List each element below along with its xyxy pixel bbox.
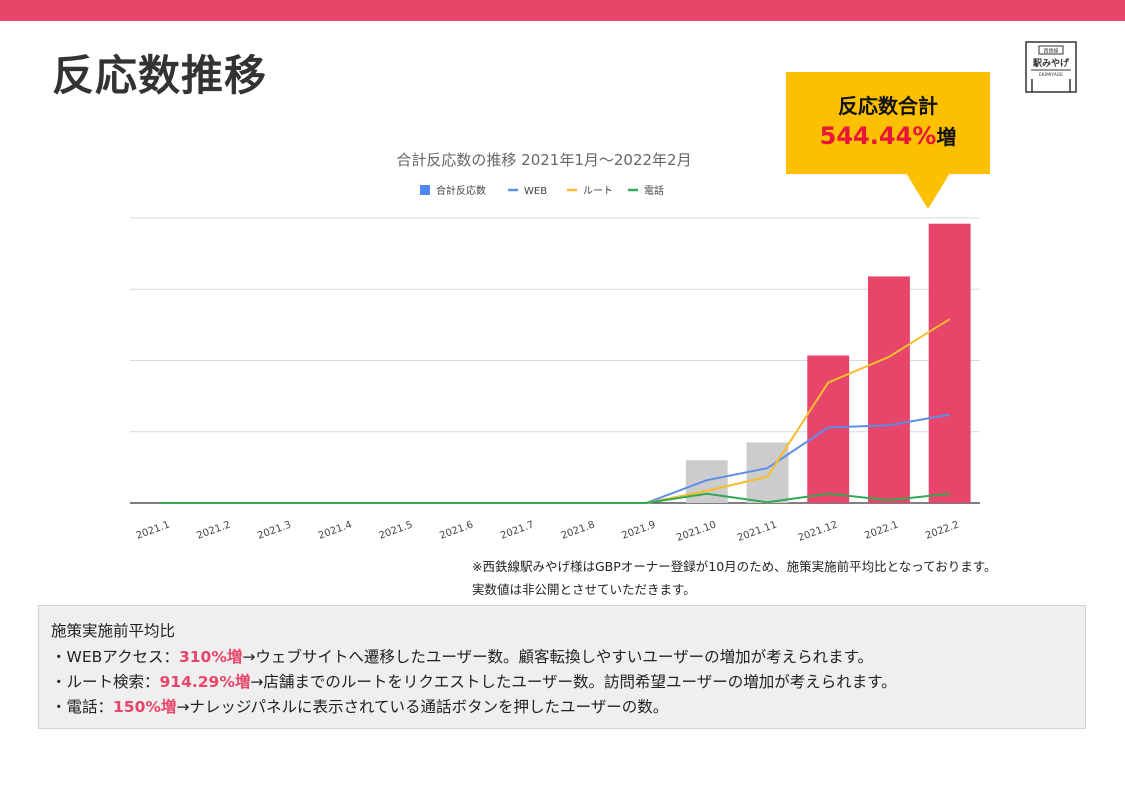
line-series-電話: [160, 492, 950, 504]
summary-value: 310%増: [178, 648, 243, 666]
summary-desc: →ナレッジパネルに表示されている通話ボタンを押したユーザーの数。: [176, 698, 669, 716]
footnote-1: ※西鉄線駅みやげ様はGBPオーナー登録が10月のため、施策実施前平均比となってお…: [472, 559, 997, 574]
x-tick-label: 2021.9: [620, 519, 657, 541]
x-tick-label: 2021.1: [135, 519, 172, 541]
x-tick-label: 2021.7: [499, 519, 536, 541]
x-tick-label: 2021.8: [560, 519, 597, 541]
summary-item-web: ・WEBアクセス：310%増→ウェブサイトへ遷移したユーザー数。顧客転換しやすい…: [51, 645, 873, 667]
logo-sub-text: EKIMIYAGE: [1039, 72, 1063, 78]
legend-label: WEB: [524, 186, 547, 197]
summary-label: ・電話：: [51, 698, 114, 716]
legend-label: 合計反応数: [436, 184, 486, 197]
reaction-trend-chart: 合計反応数の推移 2021年1月～2022年2月 合計反応数 WEB ルート 電話 2…: [130, 151, 980, 544]
summary-title: 施策実施前平均比: [51, 622, 176, 640]
summary-desc: →ウェブサイトへ遷移したユーザー数。顧客転換しやすいユーザーの増加が考えられます…: [242, 648, 874, 666]
chart-x-ticks: 2021.1 2021.2 2021.3 2021.4 2021.5 2021.6 2021…: [135, 519, 961, 543]
footnote-2: 実数値は非公開とさせていただきます。: [472, 582, 696, 597]
summary-label: ・ルート検索：: [51, 673, 160, 691]
x-tick-label: 2022.2: [924, 519, 961, 541]
summary-item-route: ・ルート検索：914.29%増→店舗までのルートをリクエストしたユーザー数。訪問…: [51, 670, 897, 692]
bar-2022.1: [867, 276, 910, 503]
total-reaction-callout: 反応数合計 544.44%増: [786, 72, 990, 174]
callout-percent: 544.44%: [819, 122, 937, 150]
x-tick-label: 2021.2: [195, 519, 232, 541]
top-accent-bar: [0, 0, 1125, 21]
legend-label: 電話: [644, 184, 664, 197]
x-tick-label: 2021.6: [438, 519, 475, 541]
summary-value: 150%増: [113, 698, 177, 716]
chart-lines: [160, 318, 951, 504]
chart-title: 合計反応数の推移 2021年1月～2022年2月: [396, 151, 691, 169]
x-tick-label: 2021.12: [797, 519, 840, 543]
x-tick-label: 2021.5: [378, 519, 415, 541]
summary-desc: →店舗までのルートをリクエストしたユーザー数。訪問希望ユーザーの増加が考えられま…: [250, 673, 897, 691]
x-tick-label: 2021.10: [675, 519, 718, 543]
callout-title: 反応数合計: [838, 94, 938, 118]
summary-box: 施策実施前平均比 ・WEBアクセス：310%増→ウェブサイトへ遷移したユーザー数…: [38, 605, 1086, 729]
bar-2021.12: [807, 355, 850, 503]
chart-gridlines: [130, 217, 980, 504]
page-title: 反応数推移: [52, 51, 268, 100]
callout-suffix: 増: [936, 125, 957, 149]
x-tick-label: 2021.11: [736, 519, 779, 543]
x-tick-label: 2022.1: [863, 519, 900, 541]
legend-label: ルート: [583, 186, 613, 197]
bar-2022.2: [928, 223, 971, 503]
callout-pointer: [906, 173, 950, 209]
summary-value: 914.29%増: [159, 673, 251, 691]
chart-bars: [685, 223, 971, 503]
logo-top-text: 西鉄線: [1043, 48, 1058, 55]
legend-swatch: [420, 185, 430, 195]
summary-label: ・WEBアクセス：: [51, 648, 179, 666]
chart-legend: 合計反応数 WEB ルート 電話: [420, 184, 664, 197]
company-logo: 西鉄線 駅みやげ EKIMIYAGE: [1025, 41, 1077, 93]
bar-2021.11: [746, 442, 789, 503]
x-tick-label: 2021.4: [317, 519, 354, 541]
logo-name-text: 駅みやげ: [1033, 57, 1070, 69]
summary-item-phone: ・電話：150%増→ナレッジパネルに表示されている通話ボタンを押したユーザーの数…: [51, 695, 668, 717]
x-tick-label: 2021.3: [256, 519, 293, 541]
callout-value: 544.44%増: [786, 121, 990, 150]
